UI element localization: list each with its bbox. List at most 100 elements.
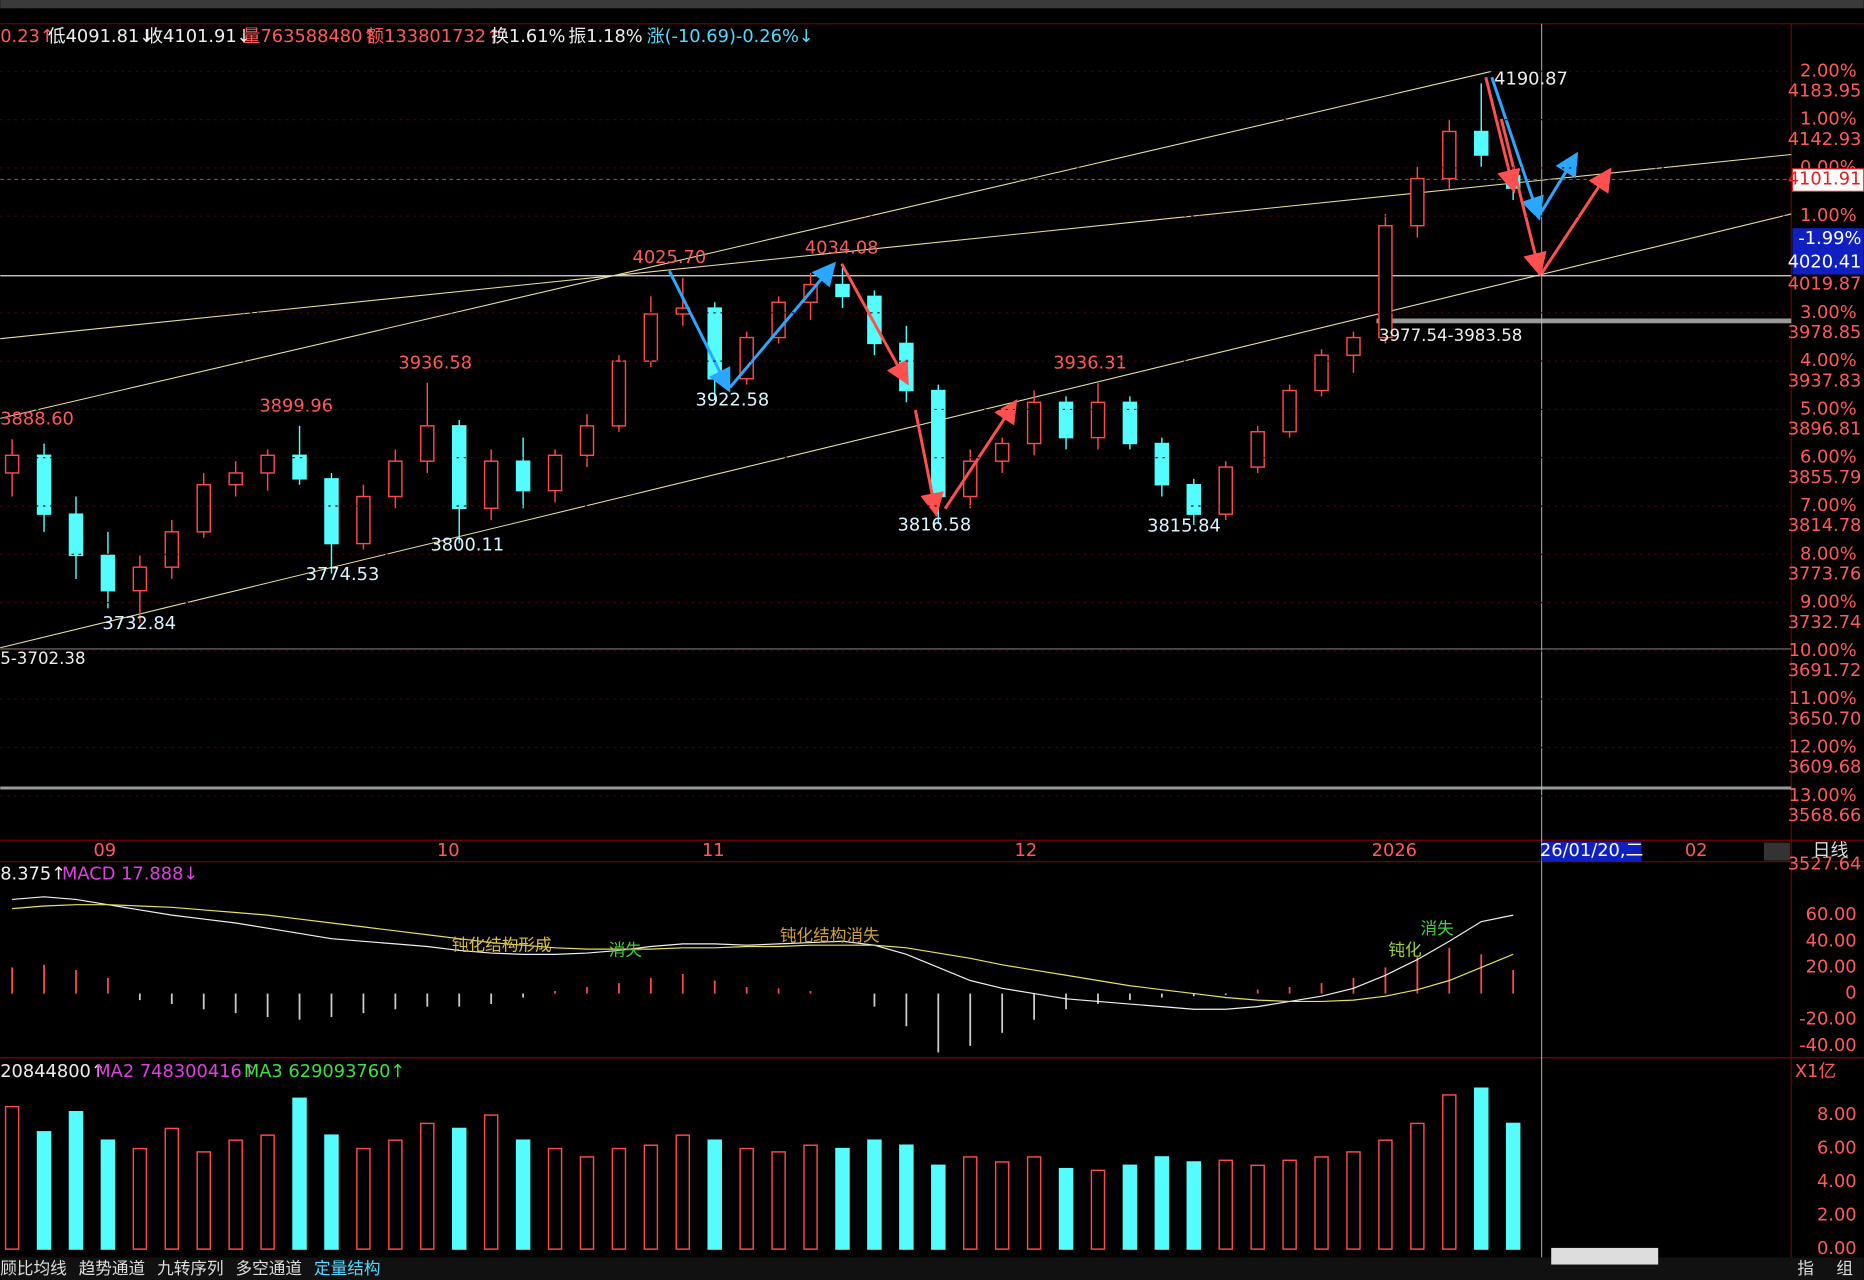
vol-bar bbox=[483, 1114, 499, 1250]
vol-bar bbox=[867, 1139, 882, 1250]
candle-body bbox=[867, 295, 882, 345]
period[interactable]: 日线 bbox=[1813, 840, 1849, 861]
candle-body bbox=[356, 495, 371, 545]
candle-body bbox=[643, 313, 659, 362]
candle-body bbox=[579, 425, 595, 457]
candle-body bbox=[260, 454, 275, 474]
vol-axis: 4.00 bbox=[1817, 1171, 1857, 1192]
vol-bar bbox=[164, 1127, 180, 1250]
candle-body bbox=[1250, 431, 1265, 468]
vol-bar bbox=[1346, 1151, 1361, 1250]
vol-bar bbox=[835, 1147, 850, 1250]
candle-body bbox=[931, 389, 946, 498]
vol-bar bbox=[1026, 1156, 1042, 1250]
macd-line bbox=[12, 904, 1514, 1003]
candle-body bbox=[1282, 389, 1297, 433]
menu-item[interactable]: 指 bbox=[1797, 1259, 1814, 1278]
candle-body bbox=[100, 554, 116, 592]
vol-header: 20844800↑ bbox=[0, 1061, 106, 1082]
axis-price: 3814.78 bbox=[1788, 515, 1862, 536]
vol-bar bbox=[68, 1110, 84, 1250]
menu-item[interactable]: 九转序列 bbox=[157, 1259, 224, 1278]
info: 额133801732↑ bbox=[366, 26, 501, 47]
vol-bar bbox=[1122, 1164, 1138, 1250]
high-label: 4034.08 bbox=[805, 237, 879, 258]
date-label: 11 bbox=[702, 840, 725, 861]
arrows bbox=[668, 76, 1612, 517]
cursor-pct: -1.99% bbox=[1798, 228, 1861, 249]
vol-bar bbox=[420, 1122, 435, 1250]
vol-header: MA2 748300416↑ bbox=[95, 1061, 256, 1082]
vol-bar bbox=[1442, 1094, 1457, 1250]
candle-body bbox=[1218, 466, 1233, 515]
candle-body bbox=[611, 360, 627, 427]
vol-unit: X1亿 bbox=[1795, 1061, 1836, 1082]
vol-bar bbox=[324, 1134, 339, 1250]
range-label: 5-3702.38 bbox=[0, 649, 85, 668]
candle-body bbox=[1058, 401, 1074, 439]
info: 涨(-10.69)-0.26%↓ bbox=[647, 26, 814, 47]
axis-pct: 12.00% bbox=[1789, 737, 1857, 758]
axis-price: 3896.81 bbox=[1788, 419, 1862, 440]
candle-body bbox=[1090, 401, 1106, 439]
candle-body bbox=[1473, 130, 1489, 156]
date-label: 10 bbox=[437, 840, 460, 861]
macd-note: 消失 bbox=[609, 940, 643, 959]
menu-item[interactable]: 趋势通道 bbox=[79, 1259, 146, 1278]
vol-bar bbox=[1282, 1159, 1297, 1250]
arrow bbox=[913, 409, 944, 517]
candle-body bbox=[324, 478, 339, 545]
vol-bar bbox=[547, 1147, 563, 1250]
axis-price: 4183.95 bbox=[1788, 81, 1862, 102]
menu-item[interactable]: 多空通道 bbox=[236, 1259, 303, 1278]
axis-price: 3650.70 bbox=[1788, 708, 1862, 729]
vol-bar bbox=[771, 1151, 786, 1250]
low-label: 3922.58 bbox=[695, 390, 769, 411]
vol-bar bbox=[228, 1139, 243, 1250]
menu-item[interactable]: 组 bbox=[1836, 1259, 1853, 1278]
macd-header: MACD 17.888↓ bbox=[62, 864, 198, 885]
axis-price: 4101.91 bbox=[1788, 168, 1862, 189]
low-label: 3774.53 bbox=[306, 564, 380, 585]
candle-body bbox=[4, 454, 20, 474]
candle-body bbox=[36, 454, 52, 515]
candle-body bbox=[292, 454, 307, 480]
vol-bar bbox=[1473, 1087, 1489, 1250]
vol-bar bbox=[707, 1139, 722, 1250]
candle-body bbox=[1122, 401, 1138, 445]
candle-body bbox=[1186, 484, 1202, 515]
high-label: 3899.96 bbox=[259, 395, 333, 416]
trend-line bbox=[0, 70, 1492, 419]
axis-pct: 2.00% bbox=[1800, 60, 1857, 81]
candle-body bbox=[515, 460, 531, 492]
macd-axis: 0 bbox=[1845, 983, 1856, 1004]
vol-bar bbox=[994, 1161, 1010, 1250]
info: 换1.61% bbox=[491, 26, 565, 47]
vol-bar bbox=[611, 1147, 627, 1250]
candle-body bbox=[771, 301, 786, 339]
candle-body bbox=[483, 460, 499, 510]
arrow bbox=[1499, 118, 1547, 277]
axis-price: 4142.93 bbox=[1788, 129, 1862, 150]
vol-bar bbox=[579, 1156, 595, 1250]
info: 0.23↑ bbox=[0, 26, 55, 47]
axis-pct: 4.00% bbox=[1800, 350, 1857, 371]
arrow bbox=[1490, 76, 1544, 221]
vol-bar bbox=[1314, 1156, 1329, 1250]
axis-price: 3609.68 bbox=[1788, 757, 1862, 778]
axis-price: 3527.64 bbox=[1788, 853, 1862, 874]
scroll-box[interactable] bbox=[1763, 842, 1791, 861]
candle-body bbox=[1378, 224, 1393, 339]
macd-note: 消失 bbox=[1420, 919, 1454, 938]
menu-item[interactable]: 定量结构 bbox=[314, 1259, 381, 1278]
range-bar bbox=[1376, 318, 1792, 324]
arrow bbox=[668, 270, 731, 393]
high-label: 4190.87 bbox=[1494, 69, 1568, 90]
low-label: 3816.58 bbox=[898, 514, 972, 535]
menu-item[interactable]: 顾比均线 bbox=[0, 1259, 67, 1278]
axis-pct: 1.00% bbox=[1800, 109, 1857, 130]
candle-body bbox=[547, 454, 563, 492]
high-label: 3888.60 bbox=[0, 409, 74, 430]
